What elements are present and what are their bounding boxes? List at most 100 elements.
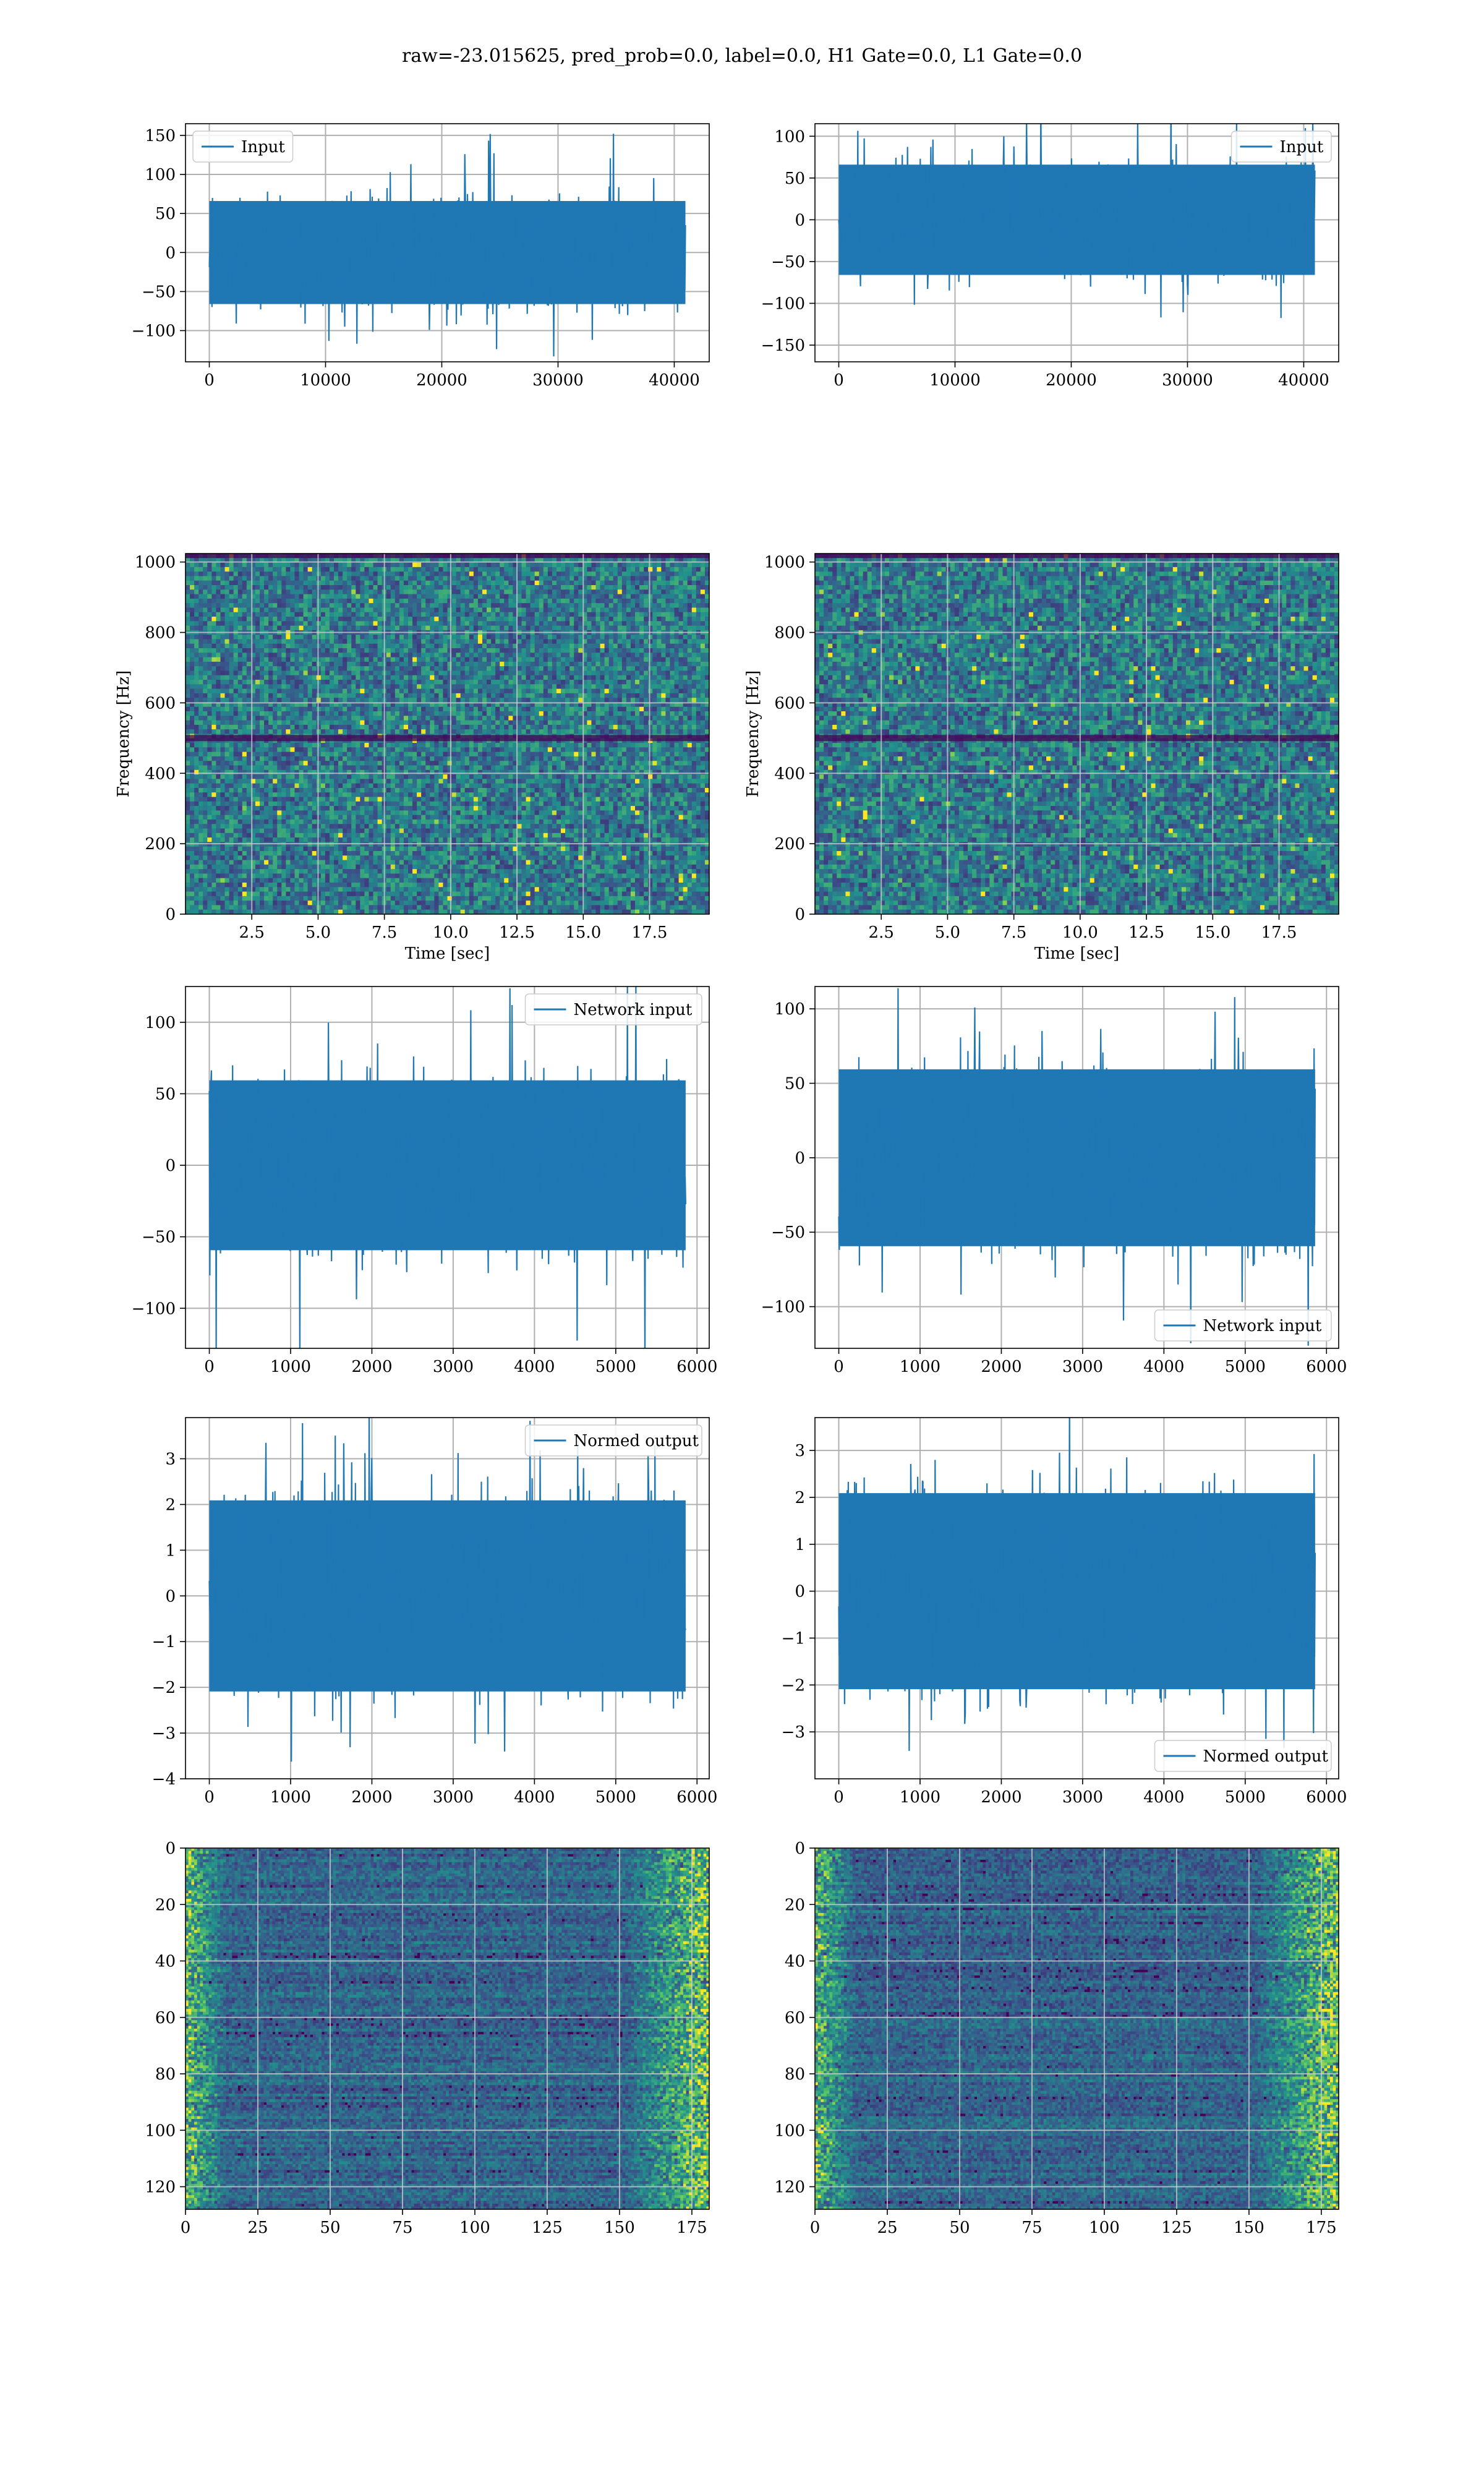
y-tick-label: 100 [145,2121,176,2140]
y-tick-label: 100 [145,166,176,184]
legend-label: Network input [574,1001,693,1019]
y-tick-label: 0 [165,1587,176,1606]
legend: Normed output [526,1425,702,1456]
x-tick-label: 6000 [1306,1358,1347,1376]
y-tick-label: −1 [152,1633,176,1651]
x-tick-label: 10.0 [1062,923,1098,942]
x-axis-label: Time [sec] [1034,944,1120,963]
x-tick-label: 40000 [1278,371,1329,390]
x-tick-label: 75 [392,2219,412,2237]
y-axis-label: Frequency [Hz] [114,670,133,798]
y-tick-label: 150 [145,127,176,145]
y-tick-label: 0 [795,211,805,229]
x-tick-label: 4000 [514,1358,555,1376]
y-tick-label: 0 [795,1583,805,1601]
y-tick-label: 80 [155,2065,176,2084]
y-tick-label: 40 [155,1953,176,1971]
y-tick-label: −4 [152,1770,176,1789]
heatmap-image [186,1848,710,2210]
legend: Network input [1155,1310,1332,1341]
x-tick-label: 0 [181,2219,191,2237]
x-tick-label: 2000 [981,1358,1021,1376]
x-tick-label: 2000 [981,1788,1021,1807]
x-tick-label: 0 [810,2219,821,2237]
x-tick-label: 6000 [676,1358,717,1376]
x-tick-label: 5000 [1225,1358,1266,1376]
y-tick-label: −100 [132,1299,176,1318]
x-tick-label: 100 [459,2219,490,2237]
y-tick-label: 2 [165,1496,176,1514]
y-tick-label: 50 [155,205,176,223]
legend-label: Normed output [574,1432,699,1450]
x-tick-label: 10000 [300,371,351,390]
x-tick-label: 5.0 [935,923,960,942]
y-tick-label: 0 [165,244,176,262]
y-tick-label: 1000 [764,554,805,572]
x-tick-label: 0 [834,1358,844,1376]
y-tick-label: −100 [132,322,176,341]
x-tick-label: 15.0 [1195,923,1230,942]
y-tick-label: 100 [774,1000,805,1019]
y-tick-label: −150 [761,336,805,355]
y-tick-label: −100 [761,1298,805,1317]
x-tick-label: 5000 [595,1788,636,1807]
y-tick-label: −50 [142,283,176,301]
legend: Network input [526,994,702,1025]
y-tick-label: 400 [774,764,805,783]
x-tick-label: 0 [204,1788,215,1807]
y-tick-label: −1 [782,1629,805,1648]
x-tick-label: 20000 [416,371,467,390]
x-tick-label: 17.5 [632,923,668,942]
x-tick-label: 30000 [1162,371,1213,390]
x-tick-label: 20000 [1046,371,1097,390]
x-tick-label: 3000 [1062,1788,1103,1807]
x-tick-label: 0 [204,1358,215,1376]
y-tick-label: −50 [771,1223,805,1242]
x-tick-label: 10.0 [433,923,469,942]
y-tick-label: −100 [761,294,805,313]
y-tick-label: 3 [795,1442,805,1460]
x-tick-label: 25 [877,2219,897,2237]
y-tick-label: 600 [145,694,176,713]
legend-label: Network input [1203,1317,1322,1335]
y-axis-label: Frequency [Hz] [744,670,762,798]
y-tick-label: 40 [785,1953,805,1971]
x-tick-label: 30000 [532,371,584,390]
x-tick-label: 5000 [595,1358,636,1376]
y-tick-label: 100 [774,127,805,146]
y-tick-label: 0 [165,1157,176,1175]
y-tick-label: 100 [774,2121,805,2140]
subplot-1-0: 2.5 5.0 7.5 10.0 12.5 15.0 17.5020040060080010… [114,552,710,963]
x-tick-label: 50 [949,2219,970,2237]
y-tick-label: −50 [142,1228,176,1247]
x-tick-label: 6000 [676,1788,717,1807]
heatmap-image [815,552,1339,914]
y-tick-label: 800 [774,624,805,643]
y-tick-label: 50 [785,169,805,188]
y-tick-label: 1 [795,1536,805,1554]
x-tick-label: 12.5 [1128,923,1164,942]
y-tick-label: 60 [155,2009,176,2027]
x-tick-label: 1000 [270,1788,311,1807]
x-tick-label: 5000 [1225,1788,1266,1807]
dark-band [186,735,709,741]
y-tick-label: −3 [152,1724,176,1743]
x-tick-label: 3000 [1062,1358,1103,1376]
dark-band [815,735,1339,741]
x-tick-label: 5.0 [305,923,331,942]
x-tick-label: 6000 [1306,1788,1347,1807]
x-tick-label: 7.5 [372,923,397,942]
legend-label: Input [1280,138,1324,156]
y-tick-label: −3 [782,1723,805,1742]
x-tick-label: 1000 [270,1358,311,1376]
x-tick-label: 150 [1234,2219,1264,2237]
y-tick-label: 0 [795,1839,805,1858]
x-tick-label: 4000 [514,1788,555,1807]
x-tick-label: 125 [1161,2219,1192,2237]
x-tick-label: 17.5 [1261,923,1297,942]
legend: Input [1232,131,1332,162]
legend: Normed output [1155,1740,1332,1771]
